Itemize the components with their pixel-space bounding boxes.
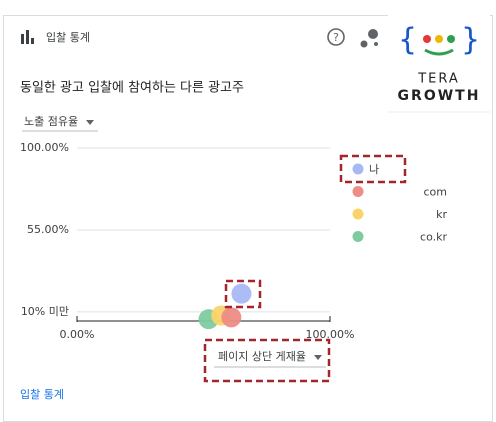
legend-marker xyxy=(352,231,364,242)
y-tick-label: 55.00% xyxy=(27,223,69,236)
x-tick-label: 0.00% xyxy=(60,328,95,341)
legend-marker xyxy=(352,186,364,197)
brace: { xyxy=(398,23,417,58)
plot: 10% 미만 55.00% 100.00% 0.00% 100.00% 나 com kr co.… xyxy=(20,141,447,341)
brace: } xyxy=(461,23,480,58)
help-icon[interactable]: ? xyxy=(327,28,345,46)
y-tick-label: 100.00% xyxy=(20,141,69,154)
y-selector[interactable]: 노출 점유율 xyxy=(22,115,98,132)
logo: { } TERA GROWTH xyxy=(388,10,490,113)
x-tick-label: 100.00% xyxy=(306,328,355,341)
y-selector-label[interactable]: 노출 점유율 xyxy=(24,115,78,128)
logo-line2: GROWTH xyxy=(398,88,481,104)
legend-marker xyxy=(352,208,364,220)
header-title: 입찰 통계 xyxy=(46,31,90,44)
logo-line1: TERA xyxy=(417,72,460,87)
bubble xyxy=(221,307,242,328)
subtitle: 동일한 광고 입찰에 참여하는 다른 광고주 xyxy=(20,81,244,96)
x-selector[interactable]: 페이지 상단 게재율 xyxy=(214,350,326,368)
bubble-icon[interactable] xyxy=(360,29,379,48)
legend-label: com xyxy=(424,186,448,199)
footer-link[interactable]: 입찰 통계 xyxy=(20,388,64,401)
legend-label: kr xyxy=(436,208,447,221)
bubble xyxy=(231,283,252,304)
legend-label: 나 xyxy=(369,163,379,176)
bar-icon xyxy=(21,30,34,44)
highlight-boxes xyxy=(203,154,407,383)
x-selector-label[interactable]: 페이지 상단 게재율 xyxy=(218,350,306,363)
legend-label: co.kr xyxy=(420,231,447,244)
y-tick-label: 10% 미만 xyxy=(21,305,69,318)
legend-marker xyxy=(352,163,364,175)
svg-text:?: ? xyxy=(333,31,339,44)
